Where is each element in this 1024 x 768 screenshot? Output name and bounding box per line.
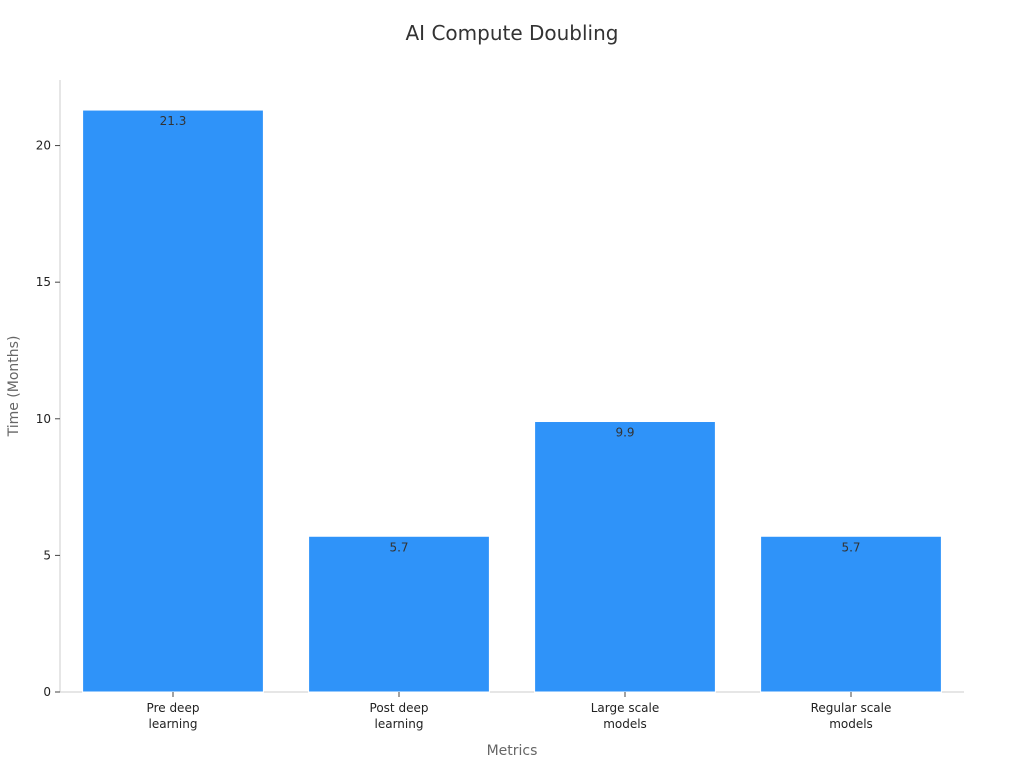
y-tick-label: 5 — [43, 548, 51, 562]
x-tick-label: Post deep — [370, 701, 429, 715]
bar-value-label: 21.3 — [160, 114, 187, 128]
x-tick-label: Large scale — [591, 701, 660, 715]
data-labels-group: 21.3 5.7 9.9 5.7 — [160, 114, 861, 554]
y-tick-label: 0 — [43, 685, 51, 699]
x-tick-label: Pre deep — [147, 701, 200, 715]
bar-value-label: 9.9 — [615, 426, 634, 440]
x-tick-label: models — [829, 717, 873, 731]
bar-value-label: 5.7 — [841, 540, 860, 554]
bar — [760, 535, 942, 693]
y-tick-label: 10 — [36, 412, 51, 426]
y-tick-label: 20 — [36, 139, 51, 153]
x-tick-label: Regular scale — [811, 701, 892, 715]
bar-value-label: 5.7 — [389, 540, 408, 554]
y-axis-ticks: 0 5 10 15 20 — [36, 139, 60, 699]
x-tick-label: learning — [149, 717, 198, 731]
x-tick-label: models — [603, 717, 647, 731]
y-tick-label: 15 — [36, 275, 51, 289]
y-axis-title: Time (Months) — [6, 336, 22, 438]
x-tick-label: learning — [375, 717, 424, 731]
chart-title: AI Compute Doubling — [406, 21, 619, 45]
bar — [308, 535, 490, 693]
x-axis-title: Metrics — [487, 743, 538, 759]
bar — [534, 421, 716, 693]
bars-group — [82, 109, 942, 693]
x-axis-ticks: Pre deep learning Post deep learning Large s… — [147, 692, 892, 731]
bar — [82, 109, 264, 693]
